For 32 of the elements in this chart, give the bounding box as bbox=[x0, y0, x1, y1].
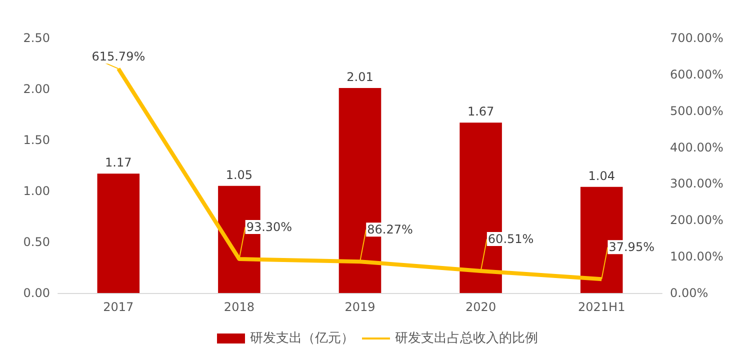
legend-label: 研发支出占总收入的比例 bbox=[395, 331, 538, 346]
y-tick-label: 1.00 bbox=[23, 184, 50, 198]
y2-tick-label: 100.00% bbox=[670, 250, 724, 264]
data-label: 60.51% bbox=[488, 232, 534, 246]
data-label: 2.01 bbox=[346, 70, 374, 84]
data-label: 86.27% bbox=[367, 222, 413, 237]
y-tick-label: 2.50 bbox=[23, 31, 50, 45]
y2-tick-label: 600.00% bbox=[670, 67, 724, 82]
y-tick-label: 2.00 bbox=[23, 82, 50, 96]
data-label: 615.79% bbox=[92, 50, 146, 64]
y-tick-label: 1.50 bbox=[23, 133, 50, 147]
y2-tick-label: 400.00% bbox=[670, 140, 724, 154]
y2-tick-label: 300.00% bbox=[670, 176, 724, 191]
data-label: 37.95% bbox=[608, 240, 654, 254]
x-tick-label: 2019 bbox=[344, 300, 376, 314]
y-tick-label: 0.00 bbox=[23, 286, 50, 300]
legend-label: 研发支出（亿元） bbox=[250, 331, 354, 346]
y2-tick-label: 700.00% bbox=[670, 31, 724, 45]
y2-tick-label: 0.00% bbox=[670, 286, 708, 300]
data-label: 1.04 bbox=[588, 168, 615, 183]
data-label: 1.17 bbox=[105, 156, 132, 170]
data-label: 1.67 bbox=[467, 104, 494, 119]
y-tick-label: 0.50 bbox=[23, 235, 50, 249]
data-label: 93.30% bbox=[246, 220, 292, 234]
x-tick-label: 2021H1 bbox=[578, 300, 626, 314]
data-label: 1.05 bbox=[226, 168, 253, 182]
x-tick-label: 2017 bbox=[103, 300, 134, 314]
x-tick-label: 2020 bbox=[466, 300, 496, 314]
x-tick-label: 2018 bbox=[224, 300, 254, 314]
y2-tick-label: 200.00% bbox=[670, 213, 724, 228]
bar bbox=[97, 174, 140, 293]
y2-tick-label: 500.00% bbox=[670, 104, 724, 118]
